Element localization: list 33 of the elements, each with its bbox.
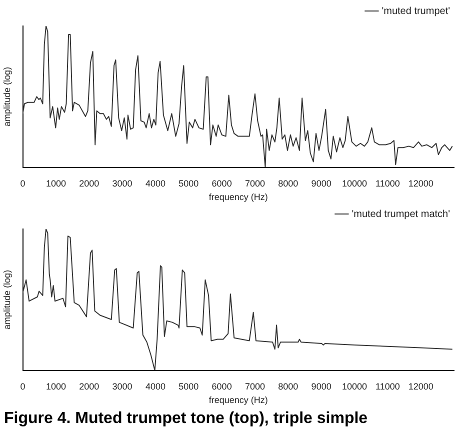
- x-tick-label: 1000: [46, 381, 66, 392]
- x-tick-label: 12000: [408, 381, 434, 392]
- x-tick-label: 2000: [79, 178, 100, 188]
- x-axis-title: frequency (Hz): [208, 192, 268, 202]
- x-tick-label: 6000: [212, 381, 232, 392]
- x-tick-label: 12000: [408, 178, 434, 188]
- x-tick-label: 5000: [178, 381, 199, 392]
- y-axis-title: amplitude (log): [2, 66, 12, 126]
- x-tick-label: 5000: [178, 178, 199, 188]
- legend-label: 'muted trumpet': [382, 6, 450, 17]
- x-tick-label: 2000: [79, 381, 100, 392]
- x-axis-title: frequency (Hz): [208, 395, 268, 406]
- x-tick-label: 7000: [244, 381, 265, 392]
- x-tick-label: 3000: [112, 178, 132, 188]
- x-tick-label: 9000: [311, 178, 332, 188]
- x-tick-label: 10000: [342, 381, 368, 392]
- x-tick-label: 10000: [342, 178, 368, 188]
- x-tick-label: 9000: [311, 381, 332, 392]
- x-tick-label: 4000: [145, 381, 166, 392]
- x-tick-label: 8000: [278, 178, 298, 188]
- x-tick-label: 1000: [46, 178, 66, 188]
- x-tick-label: 11000: [375, 381, 400, 392]
- x-tick-label: 0: [20, 381, 26, 392]
- y-axis-title: amplitude (log): [2, 270, 12, 330]
- x-tick-label: 6000: [212, 178, 232, 188]
- x-tick-label: 7000: [244, 178, 265, 188]
- x-tick-label: 3000: [112, 381, 132, 392]
- x-tick-label: 11000: [375, 178, 400, 188]
- x-tick-label: 4000: [145, 178, 166, 188]
- caption: Figure 4. Muted trumpet tone (top), triple simple: [3, 409, 369, 428]
- x-tick-label: 8000: [278, 381, 298, 392]
- x-tick-label: 0: [20, 178, 26, 188]
- legend-label: 'muted trumpet match': [352, 208, 450, 220]
